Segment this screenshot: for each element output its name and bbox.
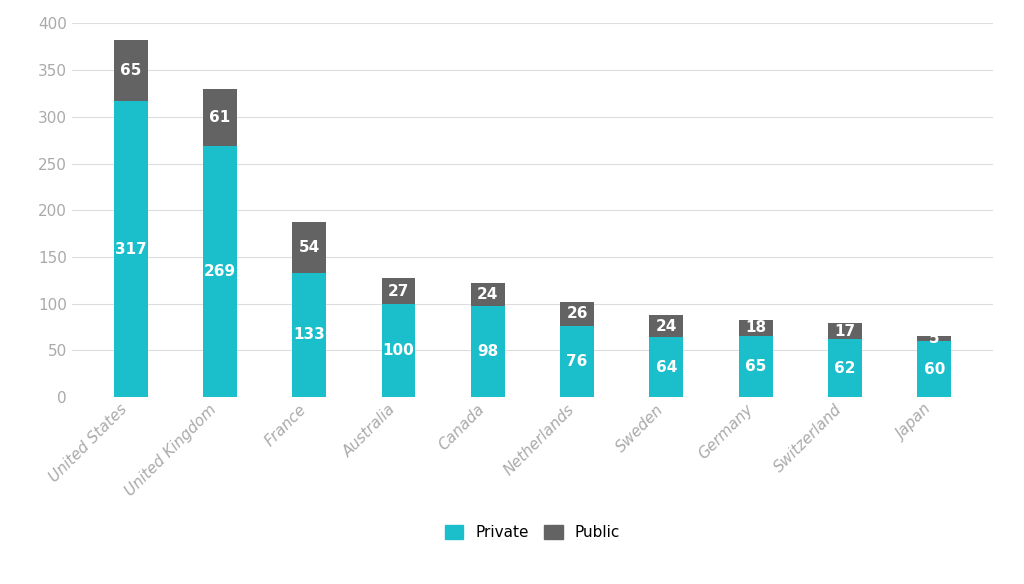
Bar [382, 304, 416, 397]
Text: 61: 61 [209, 110, 230, 125]
Bar [918, 336, 951, 341]
Bar [828, 339, 862, 397]
Text: 24: 24 [477, 287, 499, 302]
Bar [292, 223, 327, 273]
Bar [918, 341, 951, 397]
Bar [649, 338, 683, 397]
Bar [203, 89, 237, 146]
Bar [292, 273, 327, 397]
Text: 76: 76 [566, 354, 588, 369]
Text: 64: 64 [655, 360, 677, 375]
Bar [738, 319, 773, 336]
Text: 100: 100 [383, 343, 415, 358]
Bar [738, 336, 773, 397]
Text: 65: 65 [120, 63, 141, 78]
Text: 133: 133 [293, 328, 325, 342]
Text: 60: 60 [924, 361, 945, 377]
Text: 5: 5 [929, 331, 940, 346]
Bar [649, 315, 683, 338]
Text: 62: 62 [835, 361, 856, 376]
Text: 27: 27 [388, 284, 410, 298]
Text: 98: 98 [477, 344, 499, 359]
Bar [382, 279, 416, 304]
Bar [114, 40, 147, 101]
Bar [560, 326, 594, 397]
Bar [471, 305, 505, 397]
Bar [828, 324, 862, 339]
Text: 317: 317 [115, 242, 146, 256]
Text: 17: 17 [835, 324, 856, 339]
Bar [114, 101, 147, 397]
Bar [203, 146, 237, 397]
Text: 54: 54 [299, 240, 319, 255]
Bar [471, 283, 505, 305]
Text: 26: 26 [566, 307, 588, 321]
Text: 269: 269 [204, 264, 236, 279]
Legend: Private, Public: Private, Public [438, 519, 627, 547]
Text: 18: 18 [745, 321, 766, 335]
Text: 65: 65 [745, 359, 767, 374]
Text: 24: 24 [655, 319, 677, 333]
Bar [560, 302, 594, 326]
